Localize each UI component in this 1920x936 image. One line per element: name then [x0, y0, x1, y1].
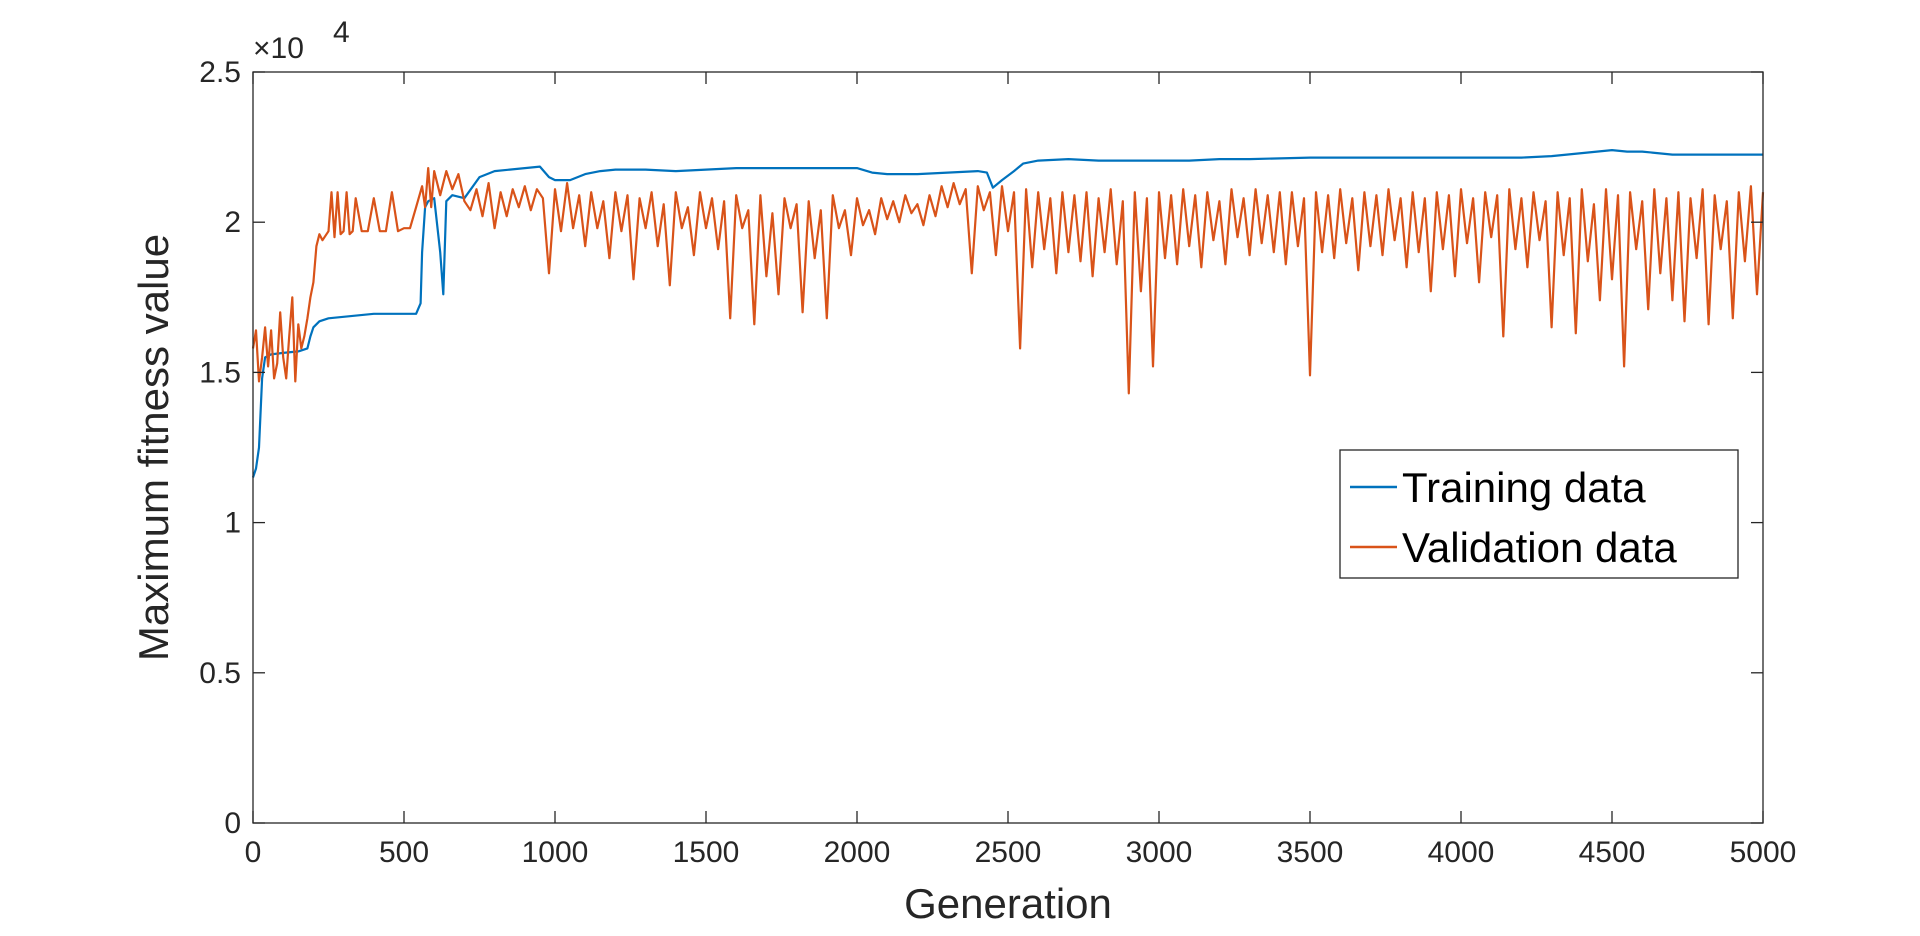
series-line-validation	[251, 167, 1765, 395]
y-tick-label: 0.5	[199, 657, 241, 690]
x-tick-label: 3500	[1277, 836, 1344, 869]
legend-label-validation: Validation data	[1402, 524, 1677, 571]
x-tick-label: 3000	[1126, 836, 1193, 869]
labels-layer: 0 500 1000 1500 2000 2500 3000 3500 4000 4500 5000…	[199, 56, 1796, 869]
x-tick-label: 500	[379, 836, 429, 869]
series-layer	[251, 149, 1765, 478]
x-axis-title: Generation	[904, 880, 1112, 927]
x-tick-label: 1500	[673, 836, 740, 869]
legend-label-training: Training data	[1402, 464, 1646, 511]
legend-box	[1339, 449, 1739, 579]
y-tick-label: 0	[224, 807, 241, 840]
x-tick-label: 4500	[1579, 836, 1646, 869]
plot-background	[253, 72, 1763, 823]
x-tick-label: 0	[245, 836, 262, 869]
x-tick-label: 1000	[522, 836, 589, 869]
y-tick-label: 1	[224, 507, 241, 540]
x-tick-label: 2500	[975, 836, 1042, 869]
x-tick-label: 4000	[1428, 836, 1495, 869]
plot-area	[253, 72, 1763, 823]
ticks-layer	[252, 71, 1764, 824]
series-line-training	[251, 149, 1763, 478]
y-tick-label: 1.5	[199, 356, 241, 389]
legend: Training data Validation data	[1339, 449, 1739, 579]
x-tick-label: 2000	[824, 836, 891, 869]
y-tick-label: 2.5	[199, 56, 241, 89]
y-axis-title: Maximum fitness value	[130, 234, 177, 661]
y-tick-label: 2	[224, 206, 241, 239]
y-axis-multiplier: ×10	[253, 32, 304, 65]
y-axis-multiplier-exponent: 4	[333, 16, 350, 49]
x-tick-label: 5000	[1730, 836, 1797, 869]
